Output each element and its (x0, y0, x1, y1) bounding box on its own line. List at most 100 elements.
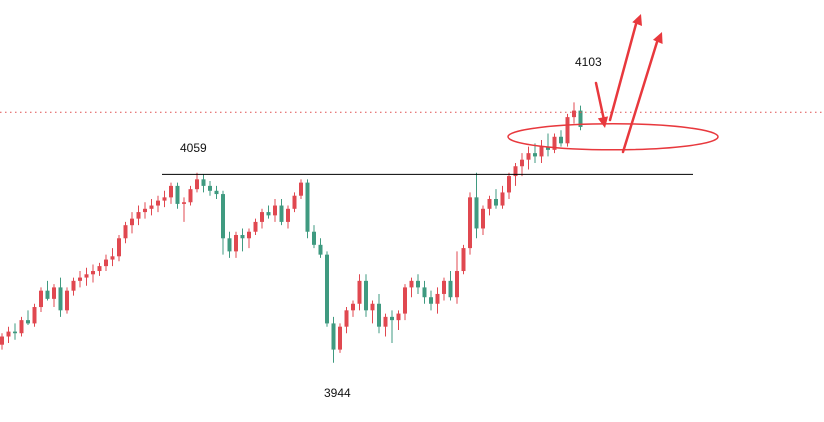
high-label: 4103 (575, 55, 602, 69)
candle-up (487, 198, 492, 209)
upward-arrow-2-shaft (621, 40, 659, 154)
candle-down (377, 303, 381, 327)
candle-up (357, 280, 362, 304)
candle-down (58, 287, 63, 311)
candle-down (26, 320, 30, 324)
candle-down (364, 280, 368, 311)
candle-up (396, 313, 401, 321)
upward-arrow-1-shaft (608, 22, 638, 122)
candle-up (136, 212, 141, 219)
candle-up (520, 159, 524, 167)
candle-up (32, 307, 37, 324)
candle-up (149, 205, 154, 209)
candle-up (195, 179, 199, 190)
candle-up (273, 205, 277, 216)
candle-down (208, 185, 212, 191)
candle-up (84, 274, 89, 278)
candle-up (19, 320, 24, 334)
candle-down (175, 185, 180, 204)
candle-down (429, 297, 433, 304)
candle-up (97, 266, 102, 272)
candle-up (130, 218, 134, 226)
candle-down (227, 238, 232, 252)
candle-down (578, 110, 583, 127)
candle-up (292, 195, 297, 209)
candle-up (442, 280, 446, 294)
candle-up (435, 293, 440, 304)
candle-down (448, 280, 453, 298)
projection-arrows (594, 14, 663, 154)
candle-up (351, 303, 355, 311)
candle-up (455, 271, 459, 298)
candle-up (481, 208, 485, 229)
candles-layer (0, 102, 583, 363)
candle-up (52, 287, 56, 299)
pullback-arrowhead (597, 116, 609, 128)
candle-up (468, 197, 472, 249)
pullback-arrow-shaft (594, 81, 606, 122)
candle-up (253, 221, 258, 232)
candle-down (318, 244, 323, 255)
candle-down (221, 194, 225, 239)
candle-down (390, 316, 394, 321)
candle-up (169, 185, 173, 198)
candle-up (156, 200, 160, 206)
candle-up (188, 189, 193, 203)
candle-up (0, 336, 4, 345)
candle-down (312, 231, 316, 245)
candle-up (552, 136, 557, 150)
candle-up (344, 310, 349, 327)
upward-arrowhead-2 (652, 32, 663, 44)
candle-up (39, 290, 43, 308)
candle-down (494, 198, 498, 206)
candle-up (370, 303, 375, 311)
candle-up (104, 259, 108, 267)
candle-up (572, 110, 576, 118)
candle-down (214, 190, 219, 195)
candle-up (338, 326, 342, 350)
candle-up (143, 208, 147, 213)
candle-up (260, 212, 264, 222)
resistance-label: 4059 (180, 141, 207, 155)
candle-down (305, 182, 310, 232)
candle-up (117, 238, 121, 257)
candle-up (65, 290, 69, 311)
candle-up (123, 225, 128, 239)
candle-up (461, 248, 466, 272)
candle-up (110, 256, 115, 260)
candle-down (13, 331, 17, 334)
candle-up (162, 197, 167, 201)
candle-down (279, 205, 284, 222)
candle-up (507, 176, 511, 193)
candle-down (546, 146, 550, 150)
candle-down (422, 287, 427, 298)
candle-up (299, 182, 303, 196)
candle-up (91, 271, 95, 275)
candle-up (71, 280, 76, 291)
candle-down (266, 212, 271, 216)
candle-up (78, 277, 82, 281)
candle-down (325, 254, 329, 324)
candle-up (409, 280, 414, 288)
upward-arrowhead-1 (632, 14, 642, 26)
highlight-ellipse (507, 123, 719, 151)
candle-down (201, 179, 206, 186)
candle-up (539, 146, 544, 157)
candle-up (6, 331, 11, 337)
candle-up (247, 231, 251, 239)
candle-up (565, 117, 570, 144)
candle-down (559, 136, 563, 144)
candle-down (474, 197, 479, 229)
low-label: 3944 (324, 386, 351, 400)
candle-down (45, 290, 50, 299)
candle-up (403, 287, 407, 314)
candle-up (286, 208, 290, 222)
candle-down (331, 323, 336, 350)
candle-up (513, 166, 518, 177)
candle-up (234, 235, 238, 252)
candle-down (416, 280, 420, 288)
candle-up (500, 192, 505, 206)
candle-up (526, 153, 531, 160)
